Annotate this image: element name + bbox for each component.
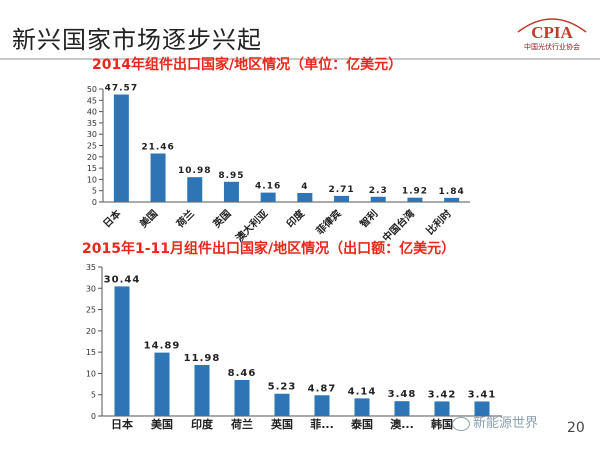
- chart1-category-label: 比利时: [423, 207, 453, 237]
- chart2-bar: [114, 286, 130, 416]
- chart1-data-label: 1.84: [439, 187, 465, 197]
- chart1-y-tick-label: 40: [87, 108, 97, 117]
- chart1-bar: [334, 195, 350, 202]
- chart1-data-label: 8.95: [218, 171, 244, 181]
- chart2-category-label: 日本: [111, 417, 133, 431]
- logo-subtitle: 中国光伏行业协会: [524, 42, 580, 51]
- chart2-category-label: 泰国: [350, 417, 373, 431]
- chart1-bar: [260, 192, 276, 202]
- chart1-category-label: 菲律宾: [313, 207, 343, 237]
- chart2-data-label: 5.23: [268, 382, 297, 393]
- chart2-data-label: 8.46: [228, 368, 257, 379]
- chart2-y-tick-label: 20: [86, 327, 96, 336]
- chart2-data-label: 11.98: [184, 353, 221, 364]
- chart1-y-tick-label: 0: [92, 198, 97, 207]
- chart1-y-tick-label: 50: [87, 85, 97, 94]
- chart2-bar: [394, 401, 410, 416]
- chart2-data-label: 3.41: [468, 389, 497, 400]
- chart2-data-label: 30.44: [104, 274, 141, 285]
- chart2-category-label: 美国: [151, 417, 173, 431]
- chart2-y-tick-label: 15: [86, 348, 96, 357]
- chart1-data-label: 4: [301, 182, 308, 192]
- chart1-bar: [370, 196, 386, 202]
- chart1-category-label: 智利: [357, 207, 380, 230]
- chart1-category-label: 荷兰: [173, 207, 197, 231]
- chart1-bar: [223, 181, 239, 202]
- chart2-data-label: 4.87: [308, 383, 337, 394]
- chart2-plot: 0 5 10 15 20 25 30 35 30.44 日本 14.89 美国 11.98 印度 8.46 荷…: [86, 263, 502, 431]
- chart2-bar: [274, 393, 290, 416]
- chart1-y-tick-label: 5: [92, 187, 97, 196]
- chart1-y-tick-label: 15: [87, 164, 97, 173]
- chart1-title: 2014年组件出口国家/地区情况（单位：亿美元）: [92, 57, 403, 73]
- chart2-data-label: 3.42: [428, 389, 457, 400]
- chart1-category-label: 印度: [284, 206, 308, 230]
- chart2-bar: [154, 352, 170, 416]
- chart1-bar: [444, 197, 460, 202]
- chart2-y-tick-label: 30: [86, 284, 96, 293]
- chart2-y-tick-label: 35: [86, 263, 96, 272]
- chart1-y-tick-label: 20: [87, 153, 97, 162]
- chart2-category-label: 英国: [270, 417, 293, 431]
- chart2-category-label: 菲...: [310, 417, 334, 431]
- chart1-data-label: 4.16: [255, 182, 281, 192]
- chart2-category-label: 澳...: [390, 417, 414, 431]
- chart1-data-label: 10.98: [178, 166, 211, 176]
- watermark: 新能源世界: [452, 412, 538, 431]
- watermark-text: 新能源世界: [473, 416, 539, 431]
- chart2-title: 2015年1-11月组件出口国家/地区情况（出口额：亿美元）: [82, 241, 456, 257]
- chart2-bar: [234, 379, 250, 416]
- chart2-data-label: 3.48: [388, 389, 417, 400]
- chart2-bar: [194, 364, 210, 416]
- chart2-y-tick-label: 0: [91, 412, 96, 421]
- chart1-data-label: 2.71: [328, 185, 354, 195]
- wechat-icon: [452, 416, 470, 431]
- chart2-y-tick-label: 5: [91, 391, 96, 400]
- chart1-category-label: 日本: [100, 206, 124, 230]
- chart1-bar: [187, 177, 203, 202]
- chart1-y-tick-label: 25: [87, 142, 97, 151]
- cpia-logo: CPIA 中国光伏行业协会: [517, 18, 587, 51]
- chart2-category-label: 荷兰: [230, 417, 253, 431]
- logo-arc: [517, 18, 587, 33]
- chart1-y-tick-label: 45: [87, 96, 97, 105]
- slide-title: 新兴国家市场逐步兴起: [12, 26, 262, 54]
- chart2-bar: [474, 401, 490, 416]
- chart2-category-label: 印度: [191, 417, 214, 431]
- chart1-data-label: 2.3: [369, 186, 388, 196]
- chart2-y-tick-label: 10: [86, 369, 96, 378]
- chart1-data-label: 21.46: [141, 143, 174, 153]
- chart2-data-label: 14.89: [144, 341, 181, 352]
- chart1-y-tick-label: 30: [87, 130, 97, 139]
- chart1-bar: [297, 192, 313, 202]
- chart1-data-label: 1.92: [402, 187, 428, 197]
- title-divider: [0, 58, 600, 60]
- chart1-data-label: 47.57: [105, 83, 138, 93]
- chart1-y-tick-label: 10: [87, 175, 97, 184]
- chart1-bar: [113, 94, 129, 202]
- chart1-category-label: 英国: [210, 207, 234, 231]
- page-number: 20: [567, 420, 585, 436]
- logo-text: CPIA: [531, 23, 573, 42]
- chart1-plot: 0 5 10 15 20 25 30 35 40 45 50 47.57 日本 21.46 美国 10.98 荷…: [87, 83, 470, 244]
- chart2-bar: [434, 401, 450, 416]
- chart1-y-tick-label: 35: [87, 119, 97, 128]
- chart1-bar: [407, 197, 423, 202]
- chart1-bar: [150, 153, 166, 202]
- chart2-bar: [314, 395, 330, 416]
- chart2-bar: [354, 398, 370, 416]
- chart2-data-label: 4.14: [348, 386, 377, 397]
- chart1-category-label: 美国: [137, 207, 160, 230]
- chart2-y-tick-label: 25: [86, 306, 96, 315]
- chart2-category-label: 韩国: [431, 417, 453, 431]
